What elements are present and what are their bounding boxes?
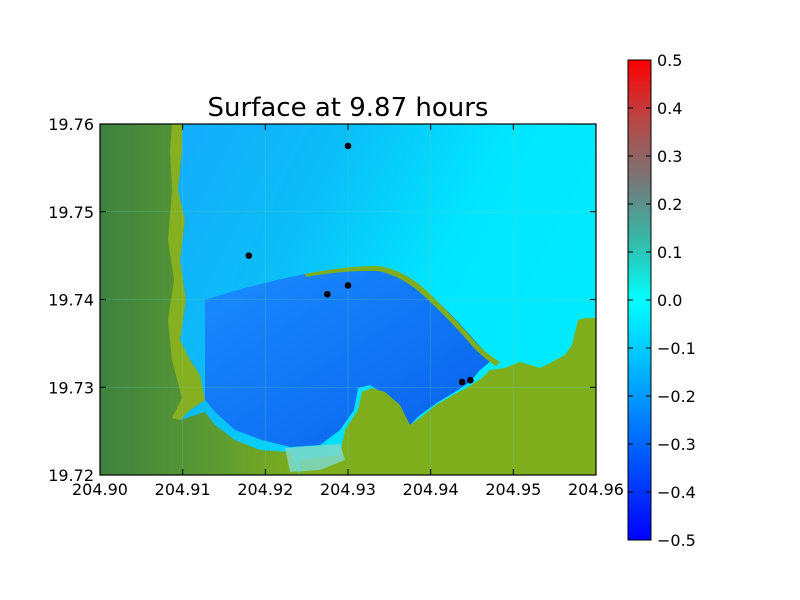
gauge-markers [245, 142, 474, 386]
colorbar-tick-label: 0.0 [657, 291, 682, 310]
colorbar-tick-label: 0.3 [657, 147, 682, 166]
x-tick-label: 204.92 [237, 480, 293, 499]
x-tick-label: 204.95 [485, 480, 541, 499]
gauge-point [344, 282, 352, 289]
colorbar-tick-label: 0.4 [657, 99, 682, 118]
gauge-point [467, 376, 474, 384]
colorbar-axis: 0.5 0.4 0.3 0.2 0.1 0.0 −0.1 −0.2 −0.3 −0.4 −0.5 [628, 51, 696, 550]
chart-title: Surface at 9.87 hours [208, 93, 489, 123]
x-tick-label: 204.93 [320, 480, 376, 499]
south-east-land [300, 318, 596, 475]
gauge-point [344, 142, 352, 150]
bay-water [205, 268, 492, 447]
colorbar-tick-label: 0.1 [657, 243, 682, 262]
gauge-point [324, 290, 331, 298]
colorbar-tick-label: −0.5 [657, 531, 696, 550]
y-axis: 19.72 19.73 19.74 19.75 19.76 [48, 115, 596, 485]
west-land [100, 124, 300, 475]
colorbar-tick-label: −0.2 [657, 387, 696, 406]
x-tick-label: 204.96 [568, 480, 624, 499]
colorbar-tick-label: −0.3 [657, 435, 696, 454]
west-shore [168, 124, 205, 420]
gauge-point [458, 378, 466, 386]
grid [100, 124, 596, 475]
colorbar-tick-label: 0.5 [657, 51, 682, 70]
x-tick-label: 204.94 [403, 480, 459, 499]
plot-area [100, 124, 596, 475]
y-tick-label: 19.74 [48, 291, 94, 310]
gauge-point [245, 252, 253, 259]
x-tick-label: 204.91 [155, 480, 211, 499]
y-tick-label: 19.75 [48, 203, 94, 222]
y-tick-label: 19.73 [48, 378, 94, 397]
colorbar-tick-label: −0.4 [657, 483, 696, 502]
colorbar-tick-label: −0.1 [657, 339, 696, 358]
y-tick-label: 19.76 [48, 115, 94, 134]
x-tick-label: 204.90 [72, 480, 128, 499]
colorbar-tick-label: 0.2 [657, 195, 682, 214]
shallow-patch [285, 444, 345, 472]
y-tick-label: 19.72 [48, 466, 94, 485]
x-axis: 204.90 204.91 204.92 204.93 204.94 204.95 204.… [72, 124, 624, 499]
